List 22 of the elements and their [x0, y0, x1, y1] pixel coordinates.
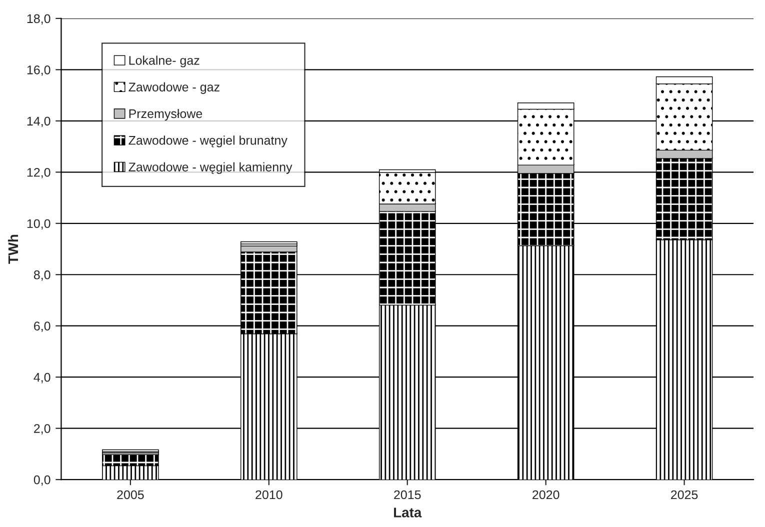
x-tick-label: 2010: [256, 490, 282, 500]
y-tick-label: 12,0: [27, 168, 50, 178]
x-tick-label: 2005: [117, 490, 144, 500]
x-tick-label: 2015: [394, 490, 421, 500]
legend-label: Zawodowe - węgiel kamienny: [128, 162, 292, 174]
x-axis-title: Lata: [394, 508, 422, 518]
y-tick-label: 0,0: [34, 475, 50, 486]
y-axis-title: TWh: [8, 234, 18, 264]
legend-label: Przemysłowe: [129, 108, 202, 121]
y-tick-label: 16,0: [27, 65, 50, 76]
y-tick-label: 18,0: [27, 14, 50, 25]
y-tick-label: 8,0: [34, 270, 50, 281]
y-tick-label: 6,0: [34, 322, 50, 332]
y-tick-label: 10,0: [27, 219, 50, 230]
y-tick-label: 4,0: [34, 372, 50, 384]
legend-label: Zawodowe - gaz: [128, 82, 220, 94]
x-tick-label: 2025: [671, 490, 698, 500]
y-tick-label: 2,0: [34, 424, 50, 434]
y-tick-label: 14,0: [27, 116, 50, 128]
legend-label: Zawodowe - węgiel brunatny: [128, 136, 288, 148]
legend-label: Lokalne- gaz: [129, 56, 200, 68]
x-tick-label: 2020: [532, 490, 560, 500]
